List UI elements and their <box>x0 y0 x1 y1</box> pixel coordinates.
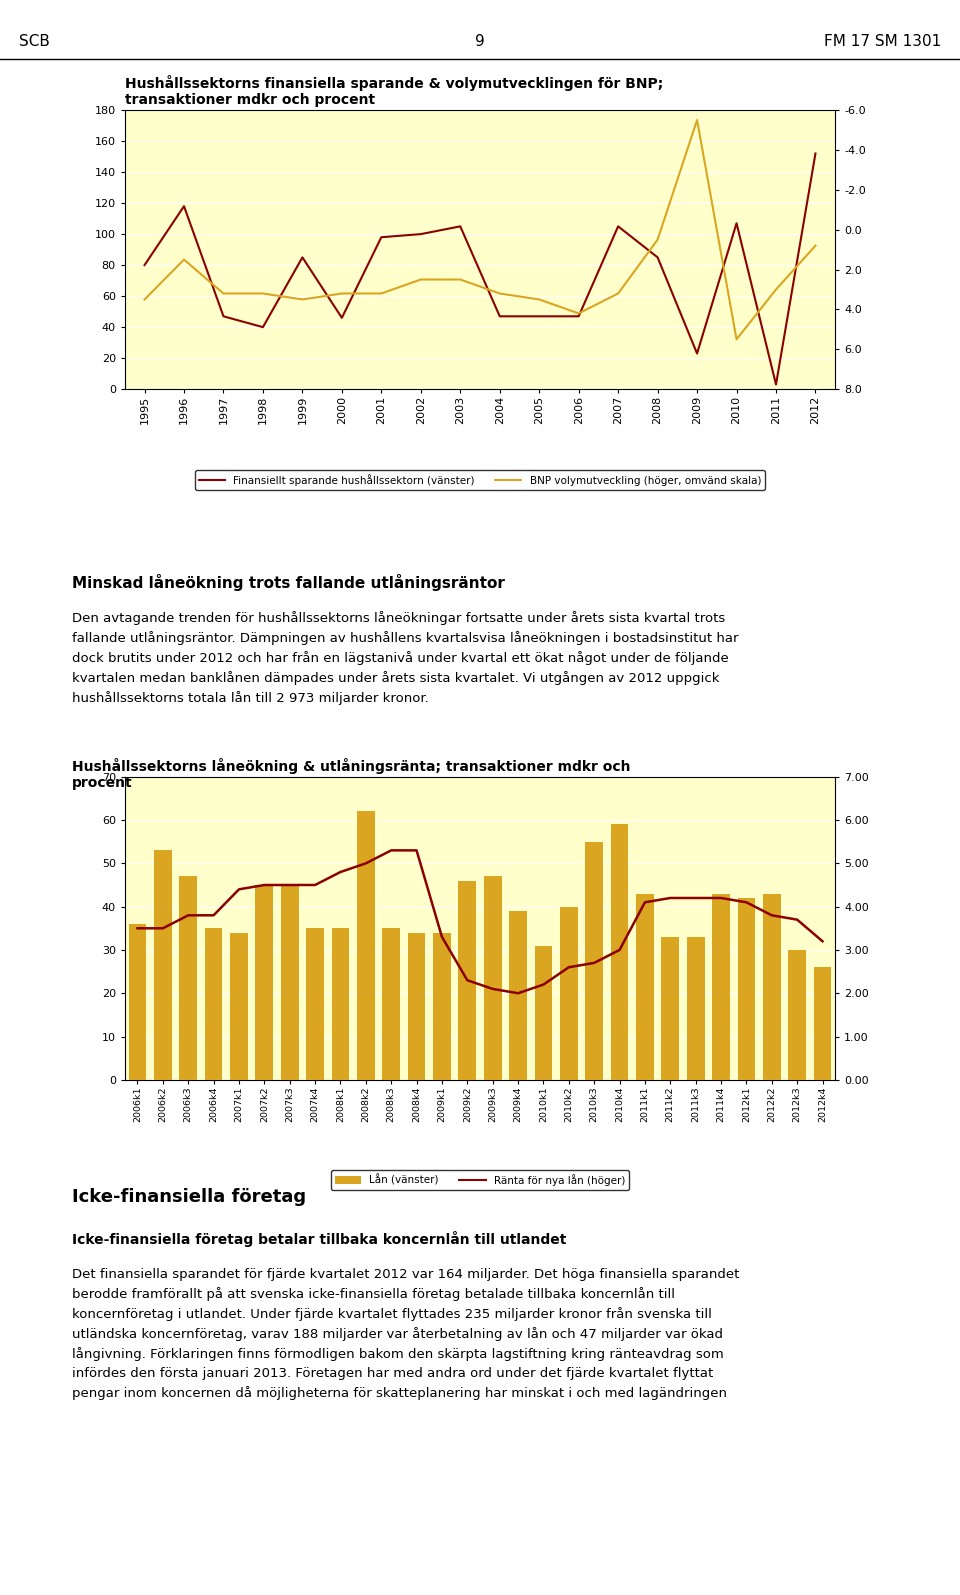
Text: Den avtagande trenden för hushållssektorns låneökningar fortsatte under årets si: Den avtagande trenden för hushållssektor… <box>72 611 738 705</box>
Bar <box>686 936 705 1080</box>
Bar <box>586 842 603 1080</box>
Text: FM 17 SM 1301: FM 17 SM 1301 <box>824 33 941 49</box>
Bar <box>814 967 831 1080</box>
Bar <box>230 933 248 1080</box>
Bar <box>408 933 425 1080</box>
Text: SCB: SCB <box>19 33 50 49</box>
Bar <box>129 924 146 1080</box>
Bar <box>712 893 730 1080</box>
Legend: Finansiellt sparande hushållssektorn (vänster), BNP volymutveckling (höger, omvä: Finansiellt sparande hushållssektorn (vä… <box>195 471 765 490</box>
Bar <box>154 850 172 1080</box>
Bar <box>357 812 374 1080</box>
Bar <box>255 885 274 1080</box>
Text: Hushållssektorns låneökning & utlåningsränta; transaktioner mdkr och
procent: Hushållssektorns låneökning & utlåningsr… <box>72 758 631 790</box>
Bar <box>636 893 654 1080</box>
Text: Icke-finansiella företag betalar tillbaka koncernlån till utlandet: Icke-finansiella företag betalar tillbak… <box>72 1231 566 1247</box>
Text: Hushållssektorns finansiella sparande & volymutvecklingen för BNP;
transaktioner: Hushållssektorns finansiella sparande & … <box>125 75 663 107</box>
Bar <box>281 885 299 1080</box>
Bar <box>204 928 223 1080</box>
Bar <box>484 876 501 1080</box>
Bar <box>459 880 476 1080</box>
Text: Det finansiella sparandet för fjärde kvartalet 2012 var 164 miljarder. Det höga : Det finansiella sparandet för fjärde kva… <box>72 1268 739 1399</box>
Bar <box>331 928 349 1080</box>
Text: Minskad låneökning trots fallande utlåningsräntor: Minskad låneökning trots fallande utlåni… <box>72 574 505 592</box>
Bar <box>611 825 629 1080</box>
Bar <box>763 893 780 1080</box>
Bar <box>788 951 806 1080</box>
Bar <box>535 946 552 1080</box>
Bar <box>433 933 451 1080</box>
Bar <box>560 906 578 1080</box>
Legend: Lån (vänster), Ränta för nya lån (höger): Lån (vänster), Ränta för nya lån (höger) <box>330 1169 630 1190</box>
Bar <box>306 928 324 1080</box>
Bar <box>509 911 527 1080</box>
Text: Icke-finansiella företag: Icke-finansiella företag <box>72 1188 306 1206</box>
Text: 9: 9 <box>475 33 485 49</box>
Bar <box>180 876 197 1080</box>
Bar <box>661 936 679 1080</box>
Bar <box>737 898 756 1080</box>
Bar <box>382 928 400 1080</box>
